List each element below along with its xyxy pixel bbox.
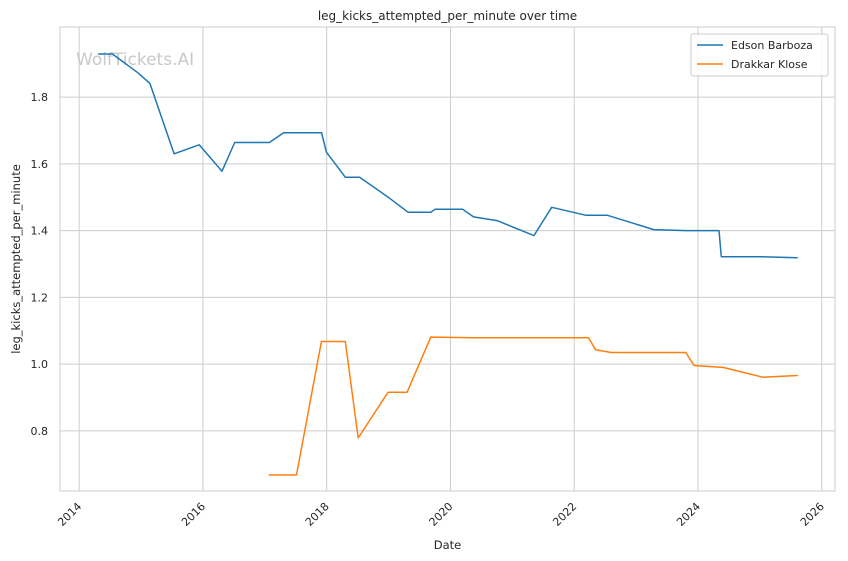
y-tick-label: 1.6 xyxy=(31,158,49,171)
series-line-drakkar-klose xyxy=(268,336,798,476)
watermark: WolfTickets.AI xyxy=(76,50,194,70)
y-tick-label: 1.2 xyxy=(31,291,49,304)
x-tick-label: 2020 xyxy=(427,500,456,529)
chart-title: leg_kicks_attempted_per_minute over time xyxy=(318,9,577,23)
series-line-edson-barboza xyxy=(97,53,798,259)
plot-frame xyxy=(59,26,836,492)
legend: Edson Barboza Drakkar Klose xyxy=(690,33,829,77)
x-tick-label: 2022 xyxy=(550,500,579,529)
x-tick-label: 2026 xyxy=(798,500,827,529)
legend-label-drakkar-klose: Drakkar Klose xyxy=(731,58,808,71)
series-group xyxy=(97,53,798,476)
y-tick-label: 0.8 xyxy=(31,425,49,438)
y-axis-title: leg_kicks_attempted_per_minute xyxy=(9,164,23,354)
grid xyxy=(60,27,835,491)
x-tick-label: 2024 xyxy=(674,500,703,529)
y-tick-label: 1.0 xyxy=(31,358,49,371)
x-tick-label: 2014 xyxy=(55,500,84,529)
legend-box xyxy=(690,33,829,77)
y-tick-label: 1.4 xyxy=(31,225,49,238)
x-axis-title: Date xyxy=(434,538,462,552)
y-tick-label: 1.8 xyxy=(31,91,49,104)
plot-background xyxy=(60,27,835,491)
x-tick-label: 2016 xyxy=(179,500,208,529)
x-tick-label: 2018 xyxy=(303,500,332,529)
legend-label-edson-barboza: Edson Barboza xyxy=(731,39,813,52)
